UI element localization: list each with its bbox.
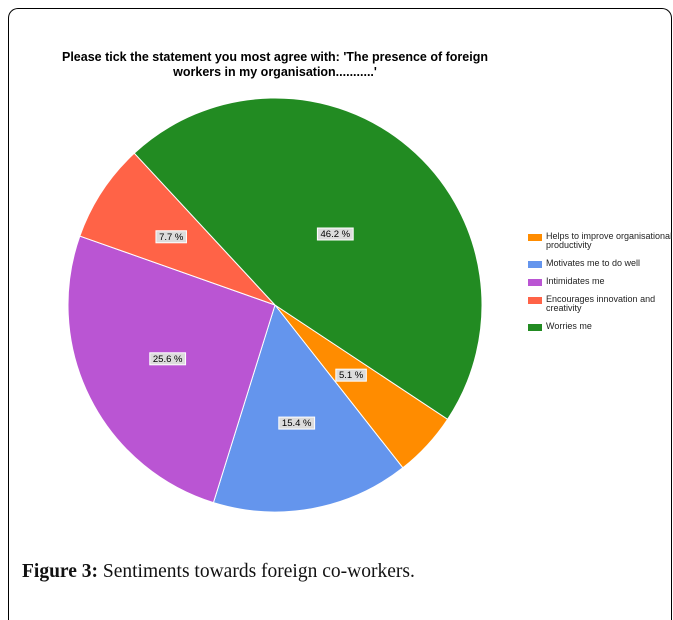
legend-item-4: Encourages innovation and creativity xyxy=(528,295,673,313)
pie-slice-5 xyxy=(133,97,483,420)
figure-number: Figure 3: xyxy=(22,561,99,582)
slice-label-1: 5.1 % xyxy=(335,368,367,382)
svg-text:7.7 %: 7.7 % xyxy=(159,232,184,243)
legend-swatch xyxy=(528,279,542,286)
svg-text:15.4 %: 15.4 % xyxy=(282,418,312,429)
slice-label-2: 15.4 % xyxy=(278,416,316,430)
chart-legend: Helps to improve organisational producti… xyxy=(528,232,673,340)
slice-label-4: 7.7 % xyxy=(155,230,187,244)
pie-slice-4 xyxy=(79,152,276,306)
legend-swatch xyxy=(528,297,542,304)
legend-swatch xyxy=(528,261,542,268)
legend-label: Helps to improve organisational producti… xyxy=(546,231,673,250)
svg-text:5.1 %: 5.1 % xyxy=(339,370,364,381)
svg-text:25.6 %: 25.6 % xyxy=(153,354,183,365)
legend-label: Worries me xyxy=(546,321,592,331)
legend-label: Motivates me to do well xyxy=(546,258,641,268)
figure-caption-text: Sentiments towards foreign co-workers. xyxy=(98,561,415,582)
slice-label-5: 46.2 % xyxy=(316,227,354,241)
legend-label: Encourages innovation and creativity xyxy=(546,294,656,313)
legend-item-5: Worries me xyxy=(528,322,673,331)
pie-slice-3 xyxy=(67,235,276,504)
legend-swatch xyxy=(528,234,542,241)
pie-slice-2 xyxy=(212,303,404,513)
legend-swatch xyxy=(528,324,542,331)
legend-item-2: Motivates me to do well xyxy=(528,259,673,268)
svg-text:46.2 %: 46.2 % xyxy=(321,229,351,240)
legend-item-1: Helps to improve organisational producti… xyxy=(528,232,673,250)
legend-label: Intimidates me xyxy=(546,276,605,286)
slice-label-3: 25.6 % xyxy=(149,352,187,366)
figure-frame xyxy=(8,8,672,620)
figure-caption: Figure 3: Sentiments towards foreign co-… xyxy=(22,561,415,583)
chart-title: Please tick the statement you most agree… xyxy=(61,50,488,79)
legend-item-3: Intimidates me xyxy=(528,277,673,286)
